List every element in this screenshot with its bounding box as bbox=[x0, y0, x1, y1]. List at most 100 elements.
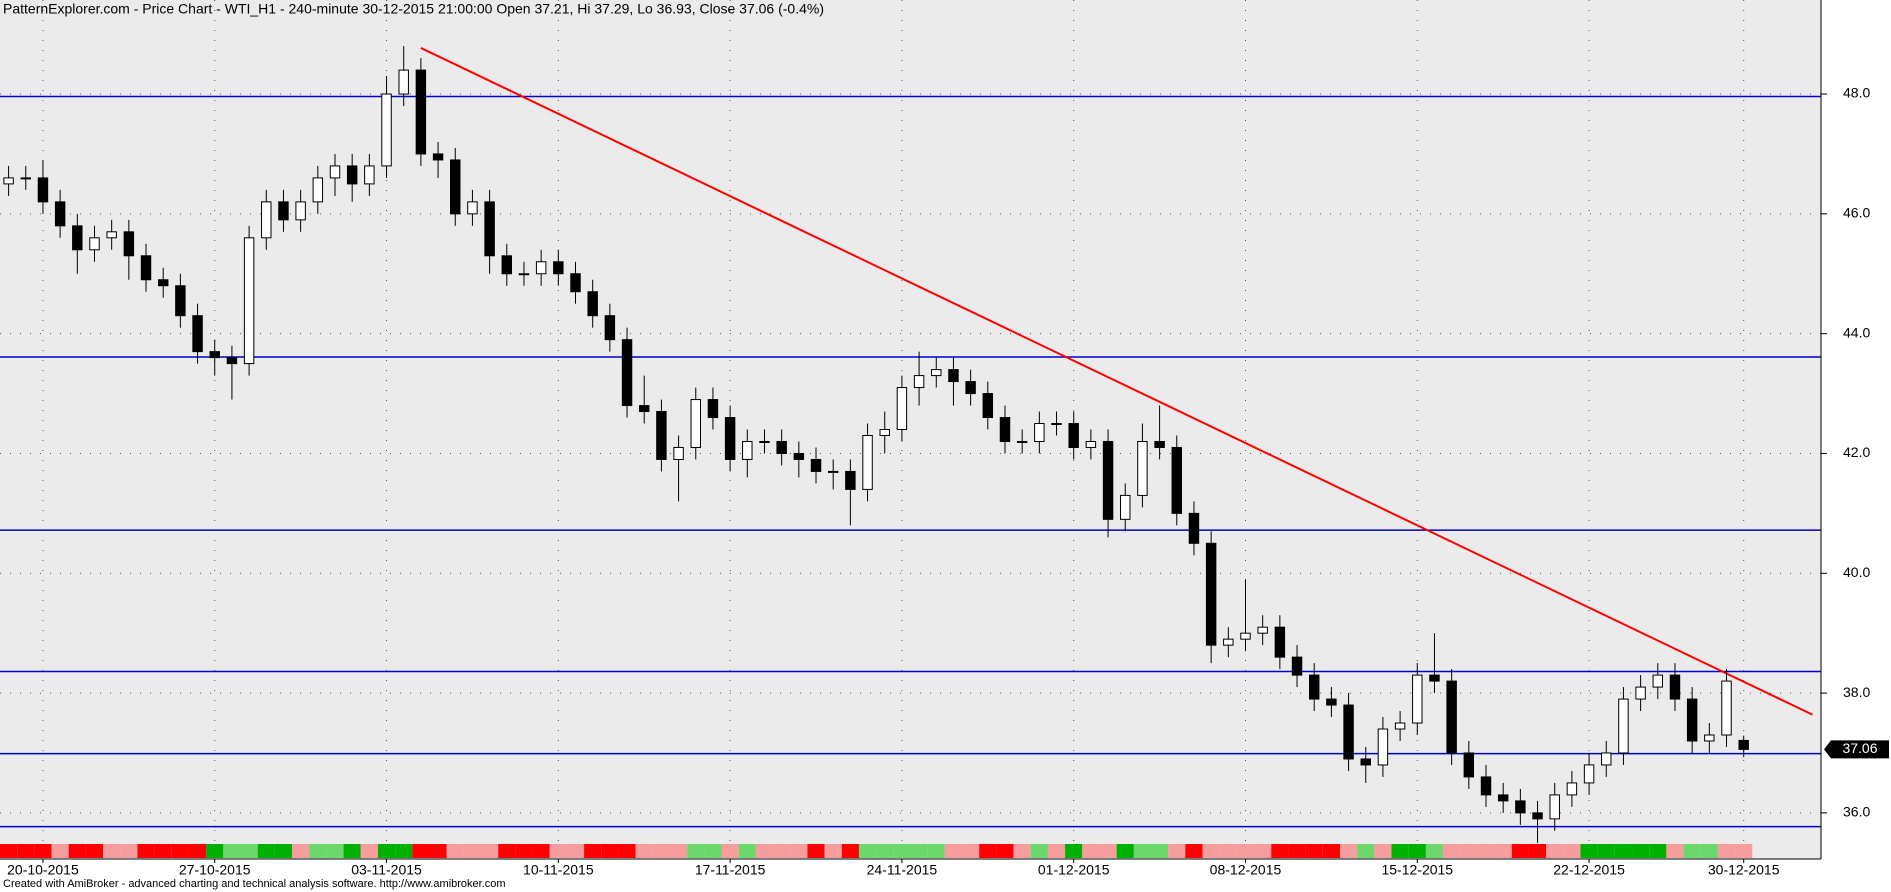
candle-body bbox=[1137, 440, 1148, 496]
signal-cell bbox=[635, 844, 653, 858]
x-tick-label: 17-11-2015 bbox=[695, 862, 766, 878]
x-tick-label: 03-11-2015 bbox=[351, 862, 422, 878]
signal-cell bbox=[549, 844, 567, 858]
candle-body bbox=[1583, 764, 1595, 784]
signal-cell bbox=[515, 844, 533, 858]
signal-cell bbox=[1116, 844, 1134, 858]
signal-cell bbox=[1614, 844, 1633, 858]
signal-cell bbox=[1460, 844, 1478, 858]
candle-body bbox=[690, 399, 701, 448]
signal-cell bbox=[1168, 844, 1186, 858]
candle-body bbox=[278, 201, 289, 221]
x-tick-label: 20-10-2015 bbox=[7, 862, 79, 878]
chart-title: PatternExplorer.com - Price Chart - WTI_… bbox=[3, 1, 824, 17]
signal-cell bbox=[601, 844, 619, 858]
candle-body bbox=[965, 381, 976, 395]
x-tick-label: 08-12-2015 bbox=[1210, 862, 1282, 878]
signal-cell bbox=[0, 844, 18, 858]
candle-body bbox=[896, 387, 908, 430]
candle-body bbox=[1497, 794, 1509, 802]
signal-cell bbox=[309, 844, 327, 858]
candle-body bbox=[1205, 542, 1217, 646]
signal-cell bbox=[927, 844, 945, 858]
candle-body bbox=[931, 369, 942, 377]
signal-cell bbox=[944, 844, 963, 858]
candle-body bbox=[913, 375, 925, 389]
signal-cell bbox=[1580, 844, 1598, 858]
signal-cell bbox=[790, 844, 808, 858]
candle-body bbox=[1515, 800, 1526, 814]
signal-cell bbox=[1477, 844, 1495, 858]
candle-body bbox=[879, 429, 890, 436]
candle-body bbox=[140, 255, 152, 281]
signal-cell bbox=[223, 844, 241, 858]
plot-background bbox=[0, 0, 1821, 859]
signal-cell bbox=[704, 844, 722, 858]
signal-cell bbox=[34, 844, 52, 858]
signal-cell bbox=[1683, 844, 1701, 858]
signal-cell bbox=[1151, 844, 1169, 858]
signal-cell bbox=[1443, 844, 1461, 858]
signal-cell bbox=[721, 844, 739, 858]
signal-cell bbox=[1494, 844, 1512, 858]
signal-cell bbox=[910, 844, 928, 858]
candle-body bbox=[1669, 674, 1681, 700]
grid bbox=[0, 0, 1821, 859]
candle-body bbox=[1704, 734, 1715, 742]
signal-cell bbox=[824, 844, 842, 858]
candle-body bbox=[1738, 739, 1749, 750]
candle-body bbox=[89, 237, 100, 251]
signal-cell bbox=[171, 844, 189, 858]
signal-cell bbox=[188, 844, 207, 858]
candle-body bbox=[638, 405, 650, 413]
candle-body bbox=[1051, 423, 1062, 426]
signal-cell bbox=[962, 844, 980, 858]
signal-cell bbox=[51, 844, 69, 858]
candle-body bbox=[621, 339, 633, 407]
candle-body bbox=[175, 285, 186, 317]
signal-cell bbox=[498, 844, 516, 858]
signal-cell bbox=[1546, 844, 1564, 858]
signal-cell bbox=[1563, 844, 1581, 858]
candle-body bbox=[810, 458, 822, 472]
signal-cell bbox=[893, 844, 911, 858]
candle-body bbox=[484, 201, 495, 257]
candle-body bbox=[432, 153, 444, 161]
y-tick-label: 38.0 bbox=[1843, 684, 1870, 700]
signal-cell bbox=[1700, 844, 1718, 858]
signal-cell bbox=[1099, 844, 1117, 858]
candle-body bbox=[226, 357, 238, 365]
candle-body bbox=[673, 446, 684, 460]
candle-body bbox=[1085, 440, 1097, 448]
footer: Created with AmiBroker - advanced charti… bbox=[3, 878, 506, 890]
signal-cell bbox=[206, 844, 224, 858]
signal-cell bbox=[996, 844, 1014, 858]
signal-cell bbox=[446, 844, 464, 858]
candle-body bbox=[346, 165, 358, 185]
signal-cell bbox=[841, 844, 859, 858]
signal-cell bbox=[669, 844, 688, 858]
signal-cell bbox=[755, 844, 774, 858]
signal-strip bbox=[0, 844, 1753, 858]
signal-cell bbox=[1271, 844, 1289, 858]
candle-body bbox=[20, 177, 31, 180]
candle-body bbox=[312, 177, 324, 203]
candle-body bbox=[845, 470, 856, 490]
signal-cell bbox=[1082, 844, 1100, 858]
signal-cell bbox=[68, 844, 86, 858]
signal-cell bbox=[1065, 844, 1083, 858]
signal-cell bbox=[257, 844, 275, 858]
y-tick-label: 44.0 bbox=[1843, 324, 1870, 340]
y-tick-label: 36.0 bbox=[1843, 804, 1870, 820]
candle-body bbox=[243, 237, 255, 365]
signal-cell bbox=[1030, 844, 1048, 858]
signal-cell bbox=[858, 844, 877, 858]
signal-cell bbox=[1425, 844, 1444, 858]
candle-body bbox=[656, 411, 667, 460]
candle-body bbox=[518, 273, 530, 276]
candle-body bbox=[1360, 758, 1371, 766]
candle-body bbox=[724, 417, 736, 460]
signal-cell bbox=[584, 844, 602, 858]
